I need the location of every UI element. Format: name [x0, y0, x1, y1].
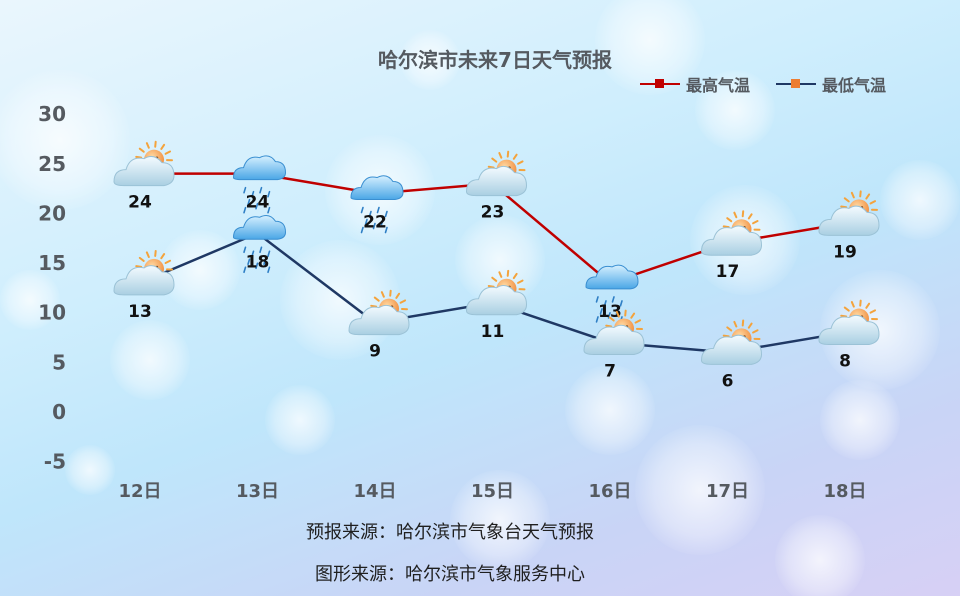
bokeh-circle	[820, 380, 900, 460]
bokeh-circle	[695, 70, 775, 150]
bokeh-circle	[65, 445, 115, 495]
cloud-icon	[700, 225, 763, 256]
cloud-icon	[818, 314, 880, 346]
cloud-icon	[465, 285, 528, 316]
cloud-icon	[348, 304, 410, 336]
cloud-icon	[700, 334, 763, 365]
legend-label-low: 最低气温	[822, 76, 887, 95]
y-tick-label: 15	[38, 251, 66, 275]
x-tick-label: 17日	[706, 481, 749, 502]
x-tick-label: 16日	[588, 481, 631, 502]
data-label: 13	[598, 302, 622, 322]
cloud-icon	[465, 165, 528, 197]
data-point-icon	[583, 309, 645, 355]
bokeh-circle	[565, 365, 655, 455]
data-label: 22	[363, 213, 387, 233]
footer-forecast-source: 预报来源：哈尔滨市气象台天气预报	[306, 522, 594, 543]
cloud-icon	[583, 324, 645, 355]
data-label: 18	[246, 252, 270, 272]
bokeh-circle	[0, 70, 130, 210]
y-tick-label: 25	[38, 152, 66, 176]
raindrops-icon	[243, 246, 271, 274]
bokeh-circle	[595, 0, 705, 95]
data-point-icon	[348, 289, 410, 336]
data-point-icon	[700, 319, 763, 365]
legend-item-high: 最高气温	[640, 72, 750, 96]
bokeh-circle	[450, 470, 550, 570]
data-point-icon	[350, 175, 404, 234]
data-label: 23	[481, 203, 505, 223]
y-tick-label: 30	[38, 102, 66, 126]
y-tick-label: 10	[38, 301, 66, 325]
bokeh-circle	[880, 160, 960, 240]
x-tick-label: 12日	[118, 481, 161, 502]
bokeh-circle	[400, 30, 460, 90]
cloud-icon	[113, 155, 175, 187]
data-point-icon	[818, 190, 880, 236]
chart-title: 哈尔滨市未来7日天气预报	[378, 48, 612, 72]
x-tick-label: 15日	[471, 481, 514, 502]
y-tick-label: 5	[52, 350, 66, 374]
x-tick-label: 14日	[353, 481, 396, 502]
y-tick-label: -5	[44, 450, 66, 474]
footer-graphic-source: 图形来源：哈尔滨市气象服务中心	[315, 564, 585, 585]
data-label: 6	[722, 371, 734, 391]
data-label: 13	[128, 302, 152, 322]
data-label: 24	[246, 193, 270, 213]
data-label: 9	[369, 342, 381, 362]
data-point-icon	[232, 214, 287, 274]
data-point-icon	[232, 155, 287, 214]
bokeh-circle	[0, 270, 60, 330]
legend-swatch-low	[776, 72, 816, 96]
legend-label-high: 最高气温	[686, 76, 751, 95]
bokeh-circle	[110, 320, 190, 400]
data-label: 17	[716, 262, 740, 282]
bokeh-circle	[455, 215, 545, 305]
rain-cloud-icon	[232, 214, 287, 240]
data-point-icon	[113, 249, 175, 296]
rain-cloud-icon	[350, 175, 404, 201]
raindrops-icon	[360, 206, 388, 234]
legend-swatch-high	[640, 72, 680, 96]
x-tick-label: 13日	[236, 481, 279, 502]
x-tick-label: 18日	[823, 481, 866, 502]
data-point-icon	[818, 299, 880, 346]
bokeh-circle	[820, 270, 940, 390]
data-label: 24	[128, 193, 152, 213]
bokeh-circle	[775, 515, 865, 596]
cloud-icon	[818, 205, 880, 236]
raindrops-icon	[243, 186, 271, 214]
legend-item-low: 最低气温	[776, 72, 886, 96]
bokeh-circle	[635, 425, 765, 555]
data-point-icon	[465, 150, 528, 197]
rain-cloud-icon	[585, 264, 639, 290]
data-point-icon	[113, 140, 175, 187]
data-point-icon	[700, 210, 763, 256]
data-label: 11	[481, 322, 505, 342]
data-label: 8	[839, 352, 851, 372]
data-label: 19	[833, 242, 857, 262]
data-label: 7	[604, 361, 616, 381]
y-tick-label: 0	[52, 400, 66, 424]
y-tick-label: 20	[38, 201, 66, 225]
rain-cloud-icon	[232, 155, 287, 181]
bokeh-circle	[265, 385, 335, 455]
cloud-icon	[113, 265, 175, 296]
data-point-icon	[465, 269, 528, 316]
